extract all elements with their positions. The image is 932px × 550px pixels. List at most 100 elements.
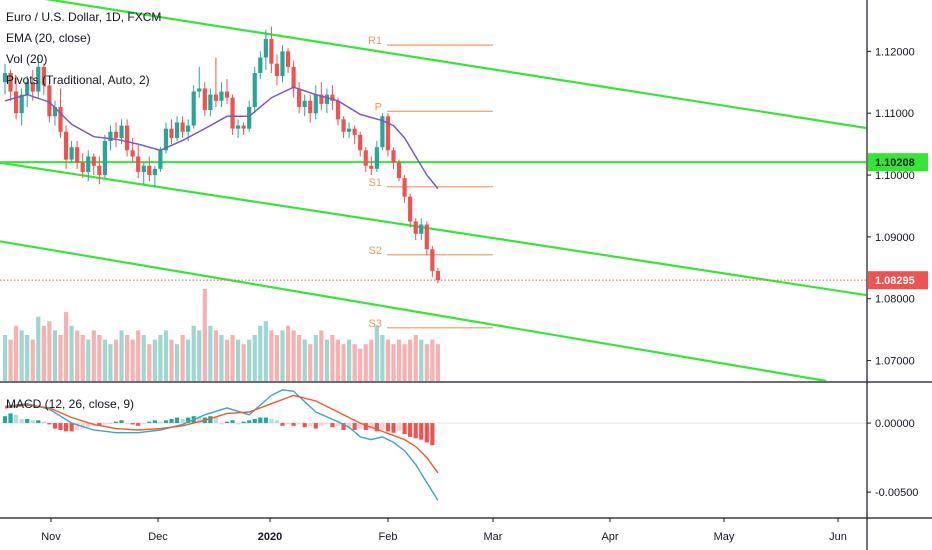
macd-histogram-bar xyxy=(169,418,174,424)
legend-ema[interactable]: EMA (20, close) xyxy=(6,31,91,45)
candle-body xyxy=(47,85,52,117)
macd-histogram-bar xyxy=(130,423,135,425)
macd-histogram-bar xyxy=(136,423,141,426)
macd-histogram-bar xyxy=(252,418,257,424)
macd-histogram-bar xyxy=(258,417,263,424)
candle-body xyxy=(186,125,191,132)
macd-histogram-bar xyxy=(113,421,119,424)
macd-histogram-bar xyxy=(263,417,268,424)
candle-body xyxy=(52,107,58,117)
candle-body xyxy=(2,72,8,83)
pivot-label-s2: S2 xyxy=(369,245,382,257)
pivot-label-s3: S3 xyxy=(369,318,382,330)
macd-histogram-bar xyxy=(408,423,413,437)
volume-bar xyxy=(330,335,335,381)
volume-bar xyxy=(52,330,58,381)
volume-bar xyxy=(63,312,69,381)
legend-pivots[interactable]: Pivots (Traditional, Auto, 2) xyxy=(6,73,150,87)
macd-histogram-bar xyxy=(274,420,280,424)
volume-bar xyxy=(197,330,202,381)
volume-bar xyxy=(313,335,318,381)
candle-body xyxy=(258,57,263,73)
candle-body xyxy=(102,141,107,176)
macd-histogram-bar xyxy=(241,421,246,424)
candle-body xyxy=(125,125,130,151)
candle-body xyxy=(25,82,30,95)
trendline-1 xyxy=(44,0,866,130)
candle-body xyxy=(313,94,318,114)
candle-body xyxy=(324,94,329,104)
macd-histogram-bar xyxy=(163,420,169,424)
volume-bar xyxy=(58,335,63,381)
candle-body xyxy=(224,91,230,98)
macd-histogram-bar xyxy=(41,421,46,424)
volume-bar xyxy=(141,335,146,381)
candle-body xyxy=(91,156,96,166)
macd-histogram-bar xyxy=(297,423,302,425)
volume-bar xyxy=(169,339,174,381)
volume-bar xyxy=(252,335,257,381)
macd-histogram-bar xyxy=(97,423,102,426)
volume-bar xyxy=(219,335,224,381)
volume-bar xyxy=(363,344,368,381)
macd-histogram-bar xyxy=(30,420,35,424)
candle-body xyxy=(213,94,218,101)
volume-bar xyxy=(97,335,102,381)
macd-histogram-bar xyxy=(69,423,74,432)
macd-histogram-bar xyxy=(147,421,152,424)
volume-bar xyxy=(202,289,207,381)
candle-body xyxy=(241,125,246,129)
candles-group xyxy=(2,26,440,284)
candle-body xyxy=(119,125,124,138)
candle-body xyxy=(347,128,352,132)
candle-body xyxy=(419,224,424,234)
volume-bar xyxy=(391,344,396,381)
candle-body xyxy=(230,97,235,129)
macd-series-macd xyxy=(4,389,439,501)
volume-bar xyxy=(36,316,41,381)
legend-vol[interactable]: Vol (20) xyxy=(6,52,48,66)
volume-bar xyxy=(8,339,13,381)
x-tick-label: Apr xyxy=(601,531,618,543)
volume-bar xyxy=(19,330,24,381)
macd-histogram-bar xyxy=(347,423,352,429)
macd-histogram-bar xyxy=(186,417,191,424)
candle-body xyxy=(341,119,346,132)
volume-bar xyxy=(308,344,313,381)
last-price-label: 1.08295 xyxy=(875,275,915,287)
macd-histogram-bar xyxy=(308,423,313,426)
volume-bar xyxy=(80,335,85,381)
candle-body xyxy=(424,224,429,250)
macd-histogram-bar xyxy=(363,423,368,430)
candle-body xyxy=(41,66,46,86)
macd-histogram-bar xyxy=(25,418,30,424)
x-tick-label: 2020 xyxy=(258,531,282,543)
candle-body xyxy=(358,134,363,151)
candle-body xyxy=(430,249,435,271)
volume-bar xyxy=(408,339,413,381)
candle-body xyxy=(385,116,391,151)
macd-histogram-bar xyxy=(213,417,218,424)
macd-histogram-bar xyxy=(230,420,235,424)
candle-body xyxy=(169,128,174,138)
macd-histogram-bar xyxy=(402,423,407,435)
macd-histogram-bar xyxy=(391,423,396,433)
candle-body xyxy=(363,150,368,166)
macd-histogram-bar xyxy=(430,423,435,446)
volume-bar xyxy=(269,330,274,381)
candle-body xyxy=(208,94,213,111)
legend-macd[interactable]: MACD (12, 26, close, 9) xyxy=(6,397,135,411)
legend-symbol[interactable]: Euro / U.S. Dollar, 1D, FXCM xyxy=(6,10,162,24)
macd-histogram-bar xyxy=(152,420,157,424)
macd-histogram-bar xyxy=(208,416,213,424)
x-tick-label: Mar xyxy=(484,531,503,543)
macd-histogram-bar xyxy=(224,421,230,424)
volume-group xyxy=(2,289,440,381)
volume-bar xyxy=(280,330,285,381)
macd-y-tick-label: 0.00000 xyxy=(875,418,915,430)
volume-bar xyxy=(136,330,141,381)
volume-bar xyxy=(147,344,152,381)
hline-price-label-bg xyxy=(868,153,928,172)
